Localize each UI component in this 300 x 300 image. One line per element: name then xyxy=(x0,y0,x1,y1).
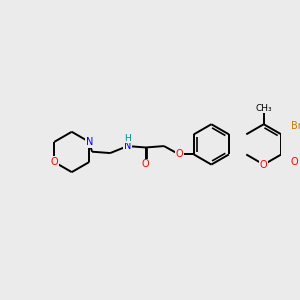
Text: O: O xyxy=(50,157,58,167)
Text: N: N xyxy=(124,141,131,151)
Text: O: O xyxy=(176,149,183,160)
Text: O: O xyxy=(142,159,150,169)
Text: CH₃: CH₃ xyxy=(255,103,272,112)
Text: Br: Br xyxy=(291,121,300,131)
Text: O: O xyxy=(291,157,298,167)
Text: H: H xyxy=(124,134,131,143)
Text: N: N xyxy=(85,137,93,147)
Text: O: O xyxy=(260,160,268,170)
